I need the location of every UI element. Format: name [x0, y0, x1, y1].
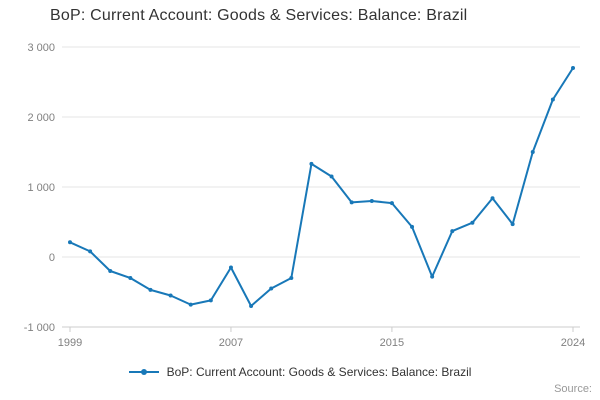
data-point-marker	[450, 229, 455, 234]
series-line	[69, 67, 574, 307]
data-point-marker	[88, 249, 93, 254]
line-chart-plot: -1 000 0 1 000 2 000 3 000 1999 2007 2015 2024	[24, 42, 585, 349]
data-point-marker	[228, 265, 233, 270]
data-point-marker	[349, 200, 354, 205]
y-tick-label: 2 000	[27, 112, 55, 124]
data-point-marker	[108, 269, 113, 273]
data-point-marker	[430, 274, 435, 279]
x-tick-label: 1999	[58, 337, 82, 349]
y-tick-label: -1 000	[24, 322, 55, 334]
data-point-marker	[329, 174, 334, 179]
data-point-marker	[550, 97, 555, 102]
x-tick-label: 2007	[219, 337, 243, 349]
data-point-marker	[530, 150, 535, 154]
data-point-marker	[369, 199, 374, 203]
data-point-marker	[148, 287, 153, 292]
data-point-marker	[389, 201, 394, 206]
x-tick-label: 2015	[380, 337, 404, 349]
y-tick-label: 0	[49, 252, 55, 264]
data-point-marker	[269, 286, 274, 291]
data-point-marker	[208, 298, 213, 303]
data-point-marker	[128, 276, 133, 280]
chart-title: BoP: Current Account: Goods & Services: …	[50, 7, 468, 24]
data-point-marker	[490, 196, 495, 201]
data-point-marker	[289, 276, 294, 280]
source-label: Source:	[554, 383, 592, 395]
y-tick-label: 1 000	[27, 182, 55, 194]
data-point-marker	[168, 293, 173, 298]
x-tick-label: 2024	[561, 337, 585, 349]
data-point-marker	[188, 302, 193, 307]
data-point-marker	[410, 224, 415, 229]
y-tick-label: 3 000	[27, 42, 55, 54]
data-point-marker	[249, 304, 254, 308]
legend-line-marker	[128, 369, 159, 375]
data-point-marker	[470, 220, 475, 225]
legend[interactable]: BoP: Current Account: Goods & Services: …	[0, 362, 600, 382]
data-point-marker	[571, 66, 575, 70]
legend-label: BoP: Current Account: Goods & Services: …	[166, 365, 472, 379]
data-point-marker	[309, 161, 314, 166]
data-point-marker	[68, 240, 72, 245]
data-point-marker	[510, 222, 515, 227]
